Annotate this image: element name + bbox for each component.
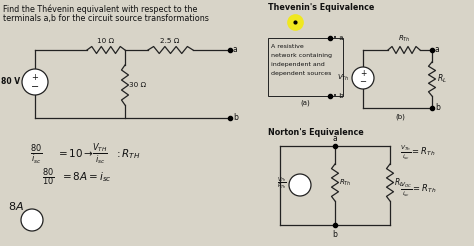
Text: $V_{Th}$: $V_{Th}$ — [337, 73, 350, 83]
Text: $\frac{V_{OC}}{i_{sc}} = R_{Th}$: $\frac{V_{OC}}{i_{sc}} = R_{Th}$ — [400, 180, 437, 199]
Text: −: − — [31, 82, 39, 92]
Text: $= 8A = i_{sc}$: $= 8A = i_{sc}$ — [60, 170, 112, 184]
Text: (b): (b) — [395, 113, 405, 120]
Text: dependent sources: dependent sources — [271, 71, 331, 76]
Text: 30 Ω: 30 Ω — [129, 82, 146, 88]
Text: b: b — [435, 104, 440, 112]
Circle shape — [21, 209, 43, 231]
Text: $: R_{TH}$: $: R_{TH}$ — [114, 147, 140, 161]
Text: 2.5 Ω: 2.5 Ω — [160, 38, 180, 44]
Text: $\frac{80}{i_{sc}}$: $\frac{80}{i_{sc}}$ — [30, 142, 43, 166]
Circle shape — [289, 174, 311, 196]
Text: $R_L$: $R_L$ — [437, 73, 447, 85]
Text: −: − — [359, 77, 366, 87]
Text: Norton's Equivalence: Norton's Equivalence — [268, 128, 364, 137]
Text: $8A$: $8A$ — [8, 200, 24, 212]
Text: Thevenin's Equivalence: Thevenin's Equivalence — [268, 3, 374, 12]
Text: • a: • a — [333, 35, 344, 41]
Circle shape — [22, 69, 48, 95]
Text: A resistive: A resistive — [271, 44, 304, 49]
Text: b: b — [233, 113, 238, 123]
Text: $R_{Th}$: $R_{Th}$ — [339, 178, 352, 188]
Text: (a): (a) — [300, 99, 310, 106]
Text: network containing: network containing — [271, 53, 332, 58]
Text: Find the Thévenin equivalent with respect to the: Find the Thévenin equivalent with respec… — [3, 5, 197, 15]
Text: • b: • b — [333, 93, 344, 99]
Text: $\frac{V_{Th}}{i_{sc}} = R_{Th}$: $\frac{V_{Th}}{i_{sc}} = R_{Th}$ — [400, 143, 435, 162]
Text: a: a — [333, 134, 337, 143]
Text: 80 V: 80 V — [1, 77, 20, 87]
Text: terminals a,b for the circuit source transformations: terminals a,b for the circuit source tra… — [3, 14, 209, 23]
Bar — [268, 38, 343, 96]
Text: b: b — [333, 230, 337, 239]
Text: a: a — [435, 46, 440, 55]
Circle shape — [352, 67, 374, 89]
Text: +: + — [360, 70, 366, 78]
Text: $R_L$: $R_L$ — [394, 177, 404, 189]
Text: $\frac{V_{Th}}{R_{Th}}$: $\frac{V_{Th}}{R_{Th}}$ — [277, 175, 287, 191]
Text: +: + — [32, 74, 38, 82]
Text: $\frac{V_{TH}}{i_{sc}}$: $\frac{V_{TH}}{i_{sc}}$ — [92, 142, 108, 167]
Text: 10 Ω: 10 Ω — [98, 38, 115, 44]
Text: a: a — [233, 46, 238, 55]
Text: independent and: independent and — [271, 62, 325, 67]
Text: $= 10 \rightarrow$: $= 10 \rightarrow$ — [56, 147, 94, 159]
Text: $\frac{80}{10}$: $\frac{80}{10}$ — [42, 166, 55, 188]
Text: $R_{Th}$: $R_{Th}$ — [398, 34, 410, 44]
